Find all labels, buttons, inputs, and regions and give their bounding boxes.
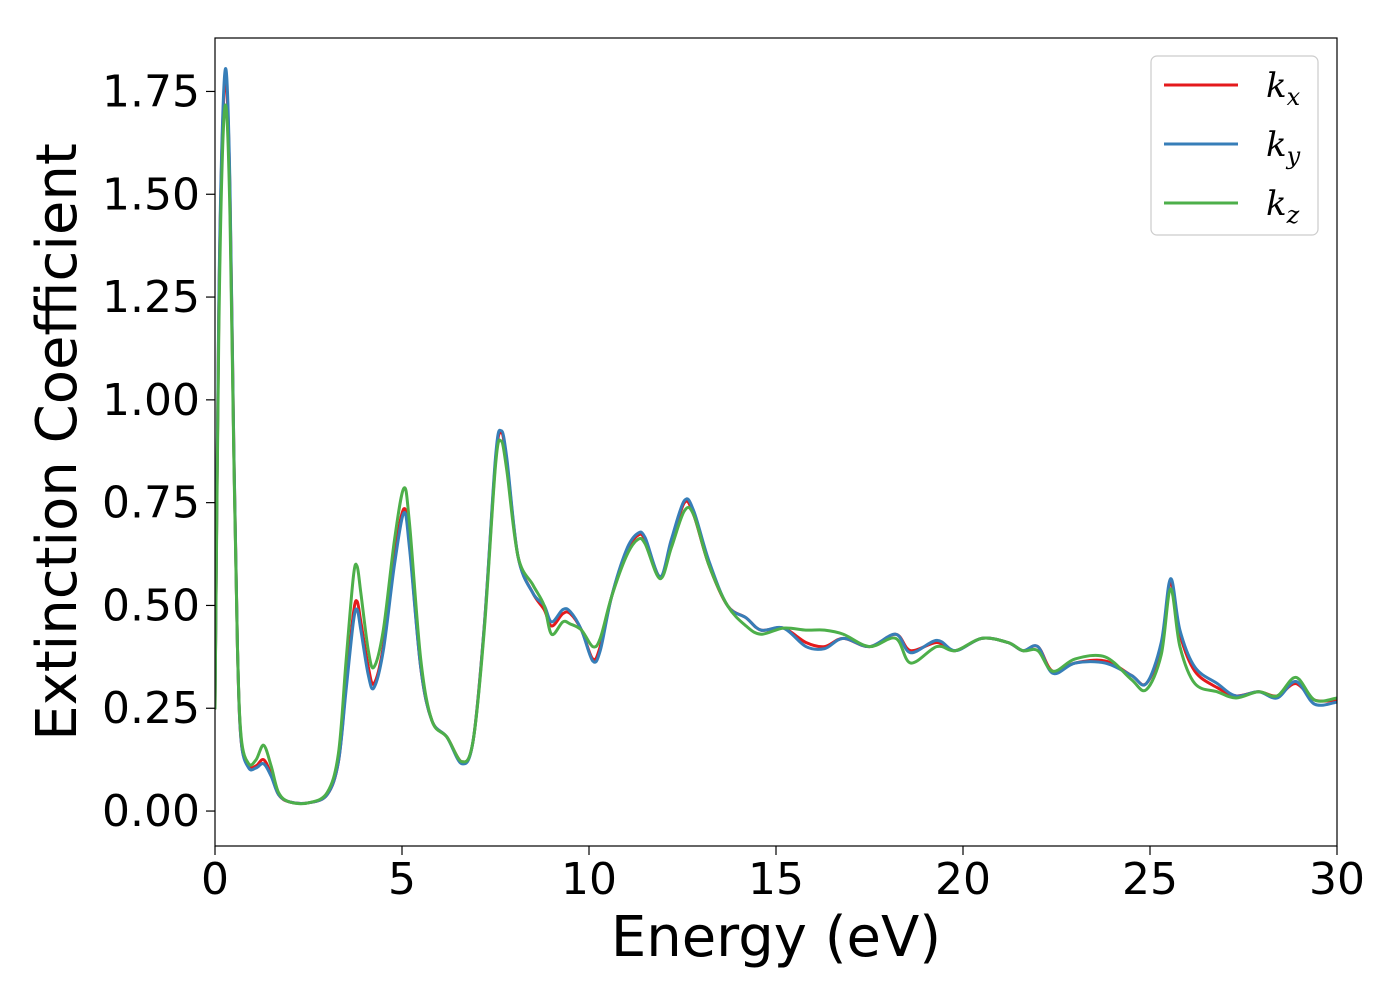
y-tick-label: 1.25 bbox=[102, 272, 200, 323]
y-axis: 0.00 0.25 0.50 0.75 1.00 1.25 1.50 1.75 bbox=[102, 66, 215, 837]
legend-label-kz: kz bbox=[1266, 184, 1300, 229]
y-tick-label: 0.75 bbox=[102, 478, 200, 529]
x-tick-label: 30 bbox=[1309, 854, 1365, 905]
x-tick-label: 15 bbox=[748, 854, 804, 905]
x-tick-label: 20 bbox=[935, 854, 991, 905]
x-tick-label: 25 bbox=[1122, 854, 1178, 905]
legend-label-kx: kx bbox=[1266, 66, 1301, 111]
series-line-ky bbox=[215, 67, 1337, 805]
y-tick-label: 1.75 bbox=[102, 66, 200, 117]
x-axis: 0 5 10 15 20 25 30 bbox=[201, 846, 1365, 905]
y-tick-label: 0.25 bbox=[102, 683, 200, 734]
x-axis-title: Energy (eV) bbox=[611, 905, 941, 970]
x-tick-label: 0 bbox=[201, 854, 229, 905]
series-line-kz bbox=[215, 103, 1337, 806]
y-tick-label: 1.00 bbox=[102, 375, 200, 426]
y-tick-label: 0.50 bbox=[102, 580, 200, 631]
series-layer bbox=[215, 67, 1337, 806]
y-axis-title: Extinction Coefficient bbox=[25, 143, 90, 741]
legend: kx ky kz bbox=[1150, 55, 1319, 236]
y-tick-label: 1.50 bbox=[102, 169, 200, 220]
legend-label-ky: ky bbox=[1266, 125, 1301, 170]
y-tick-label: 0.00 bbox=[102, 786, 200, 837]
x-tick-label: 10 bbox=[561, 854, 617, 905]
x-tick-label: 5 bbox=[388, 854, 416, 905]
